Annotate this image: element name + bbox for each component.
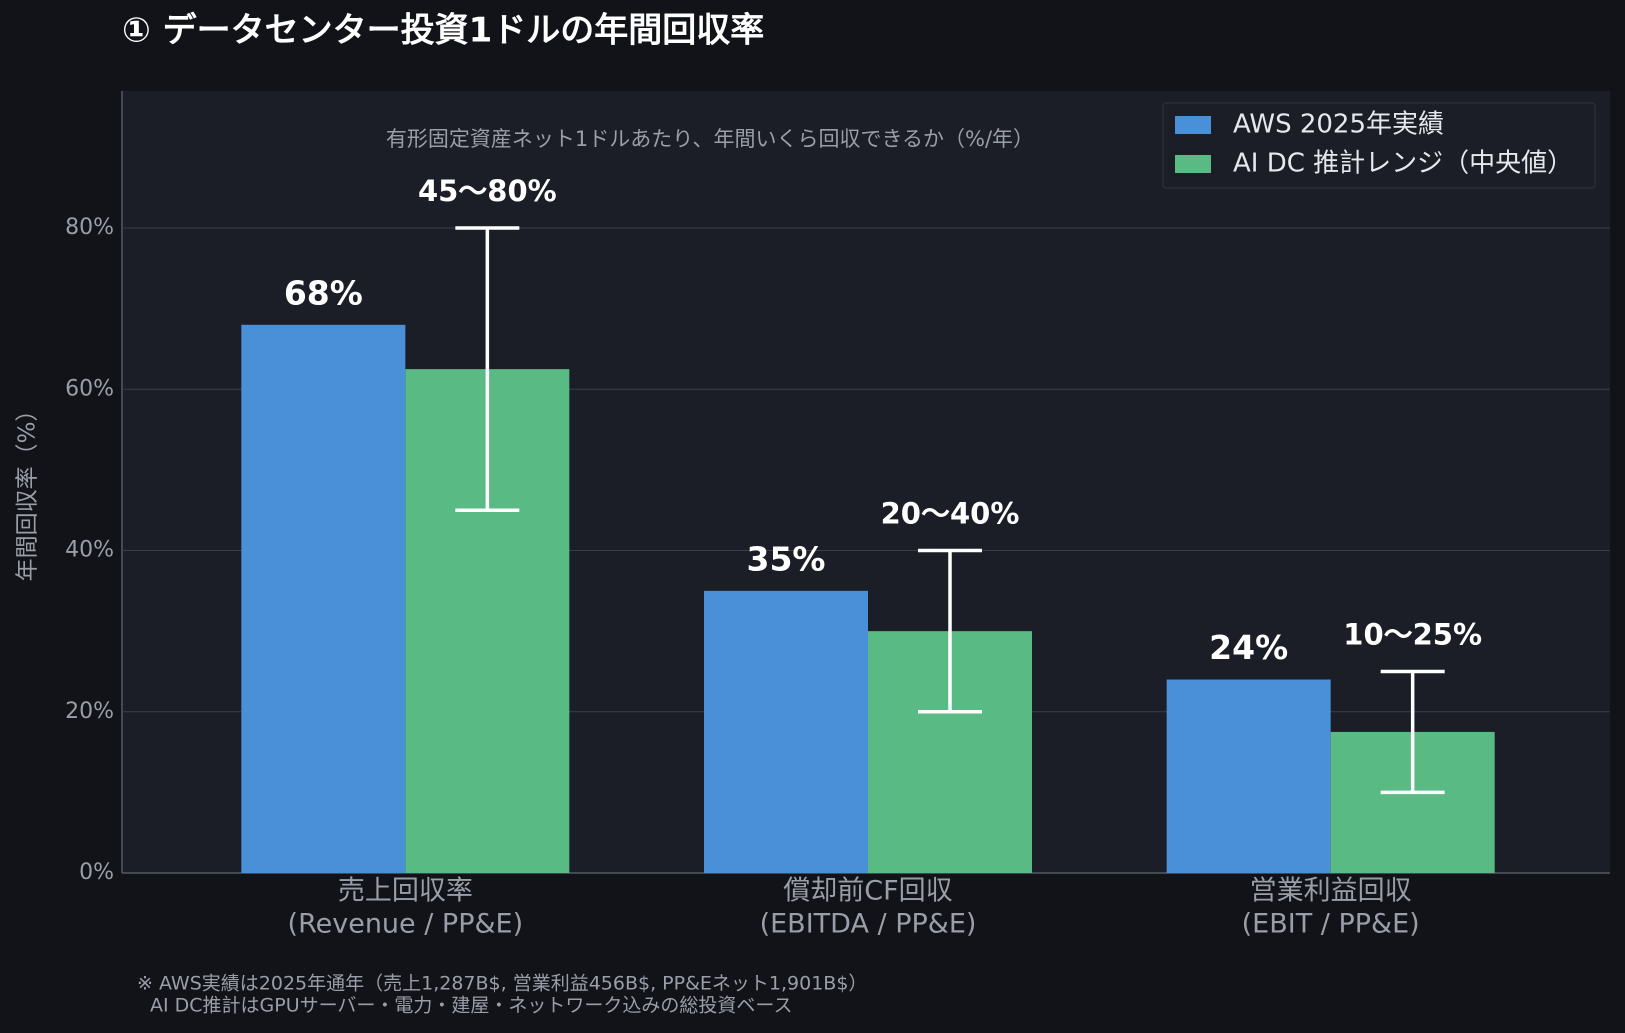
subtitle: 有形固定資産ネット1ドルあたり、年間いくら回収できるか（%/年） — [386, 127, 1034, 151]
x-tick-label: 営業利益回収 — [1250, 876, 1412, 907]
range-label: 10〜25% — [1343, 617, 1482, 651]
x-tick-label: 償却前CF回収 — [783, 876, 952, 907]
legend-swatch — [1175, 116, 1211, 134]
chart-title: ① データセンター投資1ドルの年間回収率 — [122, 11, 764, 51]
y-tick-label: 40% — [65, 538, 114, 563]
bar — [704, 590, 868, 873]
legend-box — [1162, 102, 1596, 189]
x-tick-label: (Revenue / PP&E) — [288, 909, 524, 940]
x-tick-label: (EBIT / PP&E) — [1242, 909, 1420, 940]
value-label: 35% — [747, 539, 826, 578]
y-tick-label: 60% — [65, 376, 114, 401]
x-tick-label: 売上回収率 — [338, 876, 473, 907]
legend-label: AI DC 推計レンジ（中央値） — [1233, 149, 1573, 179]
y-tick-label: 80% — [65, 215, 114, 240]
range-label: 45〜80% — [418, 174, 557, 208]
y-tick-label: 0% — [79, 860, 114, 885]
range-label: 20〜40% — [881, 497, 1020, 531]
footnote: AI DC推計はGPUサーバー・電力・建屋・ネットワーク込みの総投資ベース — [150, 995, 793, 1017]
legend-label: AWS 2025年実績 — [1233, 110, 1444, 140]
x-tick-label: (EBITDA / PP&E) — [760, 909, 977, 940]
y-tick-label: 20% — [65, 699, 114, 724]
value-label: 24% — [1209, 628, 1288, 667]
legend-swatch — [1175, 155, 1211, 173]
footnote: ※ AWS実績は2025年通年（売上1,287B$, 営業利益456B$, PP… — [137, 973, 867, 995]
y-axis-label: 年間回収率（%） — [15, 399, 41, 582]
value-label: 68% — [284, 273, 363, 312]
bar — [1166, 679, 1331, 873]
bar — [241, 324, 406, 873]
